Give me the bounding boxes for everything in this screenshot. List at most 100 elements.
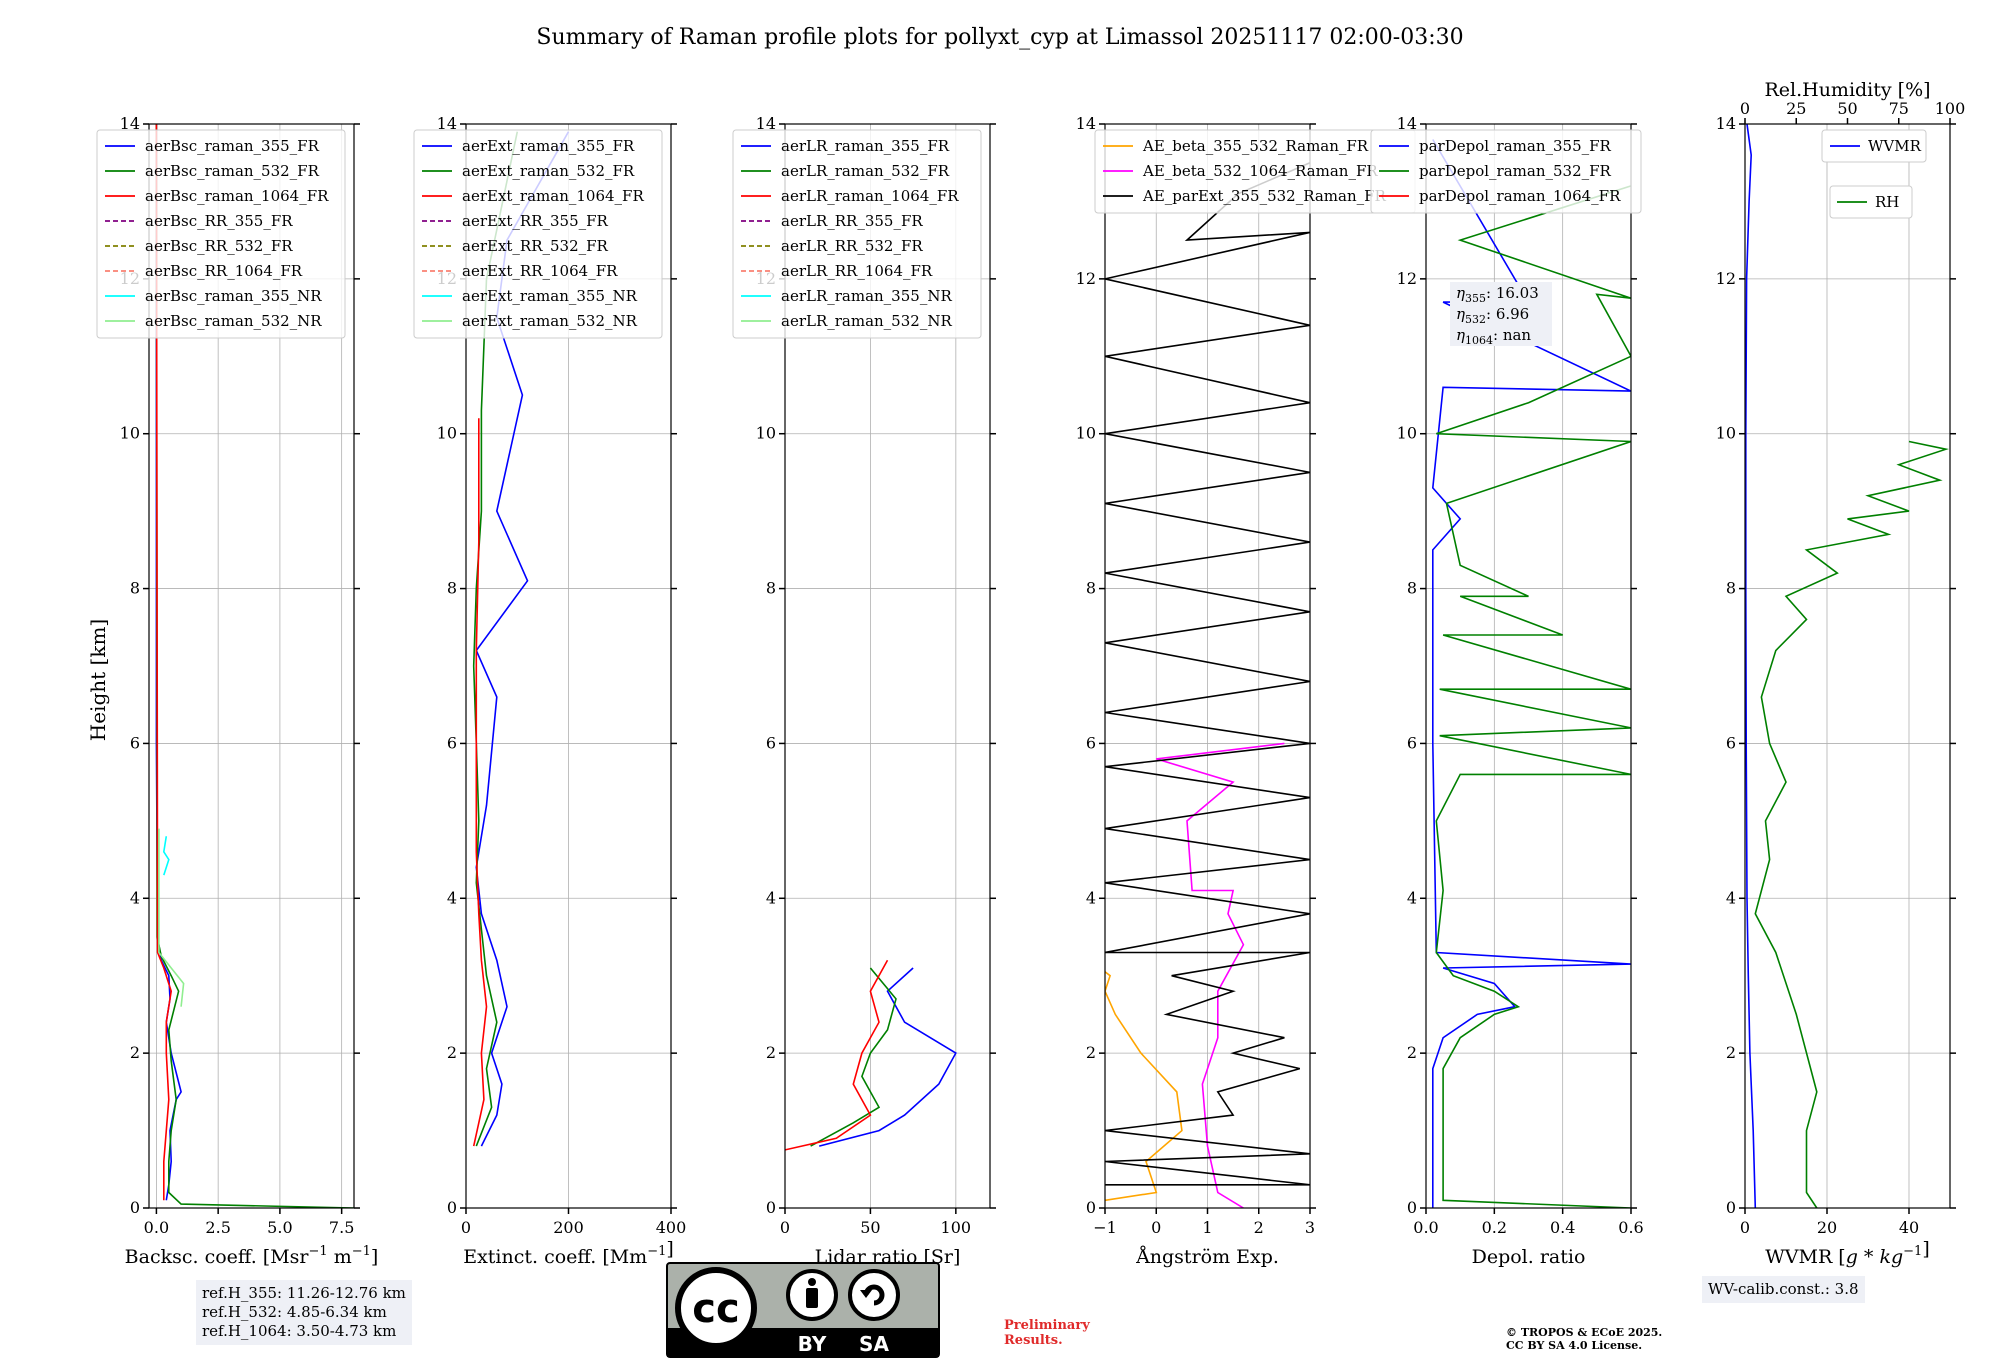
legend-entry: AE_parExt_355_532_Raman_FR xyxy=(1142,187,1387,205)
y-tick-label: 10 xyxy=(120,424,140,443)
panel-frame xyxy=(1104,123,1311,1209)
preliminary-line-1: Preliminary xyxy=(1004,1318,1090,1333)
panel-frame xyxy=(1425,123,1632,1209)
y-tick-label: 8 xyxy=(130,579,140,598)
ref-height-532: ref.H_532: 4.85-6.34 km xyxy=(202,1303,387,1321)
y-tick-label: 0 xyxy=(766,1198,776,1217)
y-tick-label: 2 xyxy=(766,1043,776,1062)
x-axis-label: WVMR [g * kg−1] xyxy=(1765,1238,1929,1268)
legend-entry: aerLR_RR_355_FR xyxy=(781,212,923,230)
y-tick-label: 14 xyxy=(756,114,776,133)
x-tick-label: 5.0 xyxy=(267,1218,292,1237)
panel-dep: 0.0 0.2 0.4 0.6 0 2 4 6 8 10 12 14 Depol. ratio parDe… xyxy=(1370,114,1644,1268)
y-tick-label: 6 xyxy=(1726,733,1736,752)
y-tick-label: 14 xyxy=(1076,114,1096,133)
x-tick-label: 3 xyxy=(1305,1218,1315,1237)
ref-height-355: ref.H_355: 11.26-12.76 km xyxy=(202,1284,406,1302)
y-tick-label: 2 xyxy=(1407,1043,1417,1062)
copyright-note: © TROPOS & ECoE 2025. CC BY SA 4.0 Licen… xyxy=(1506,1326,1662,1352)
x2-tick-label: 75 xyxy=(1889,99,1909,118)
x-label-sup1: −1 xyxy=(309,1244,328,1259)
legend-entry: AE_beta_532_1064_Raman_FR xyxy=(1142,162,1378,180)
y-tick-label: 12 xyxy=(1076,269,1096,288)
x-axis-label: Extinct. coeff. [Mm−1] xyxy=(463,1238,674,1268)
y-tick-label: 12 xyxy=(1716,269,1736,288)
legend-entry: aerBsc_raman_355_NR xyxy=(145,287,322,305)
legend-entry: WVMR xyxy=(1868,137,1922,155)
legend-ae: AE_beta_355_532_Raman_FR AE_beta_532_1064… xyxy=(1094,129,1416,214)
x-tick-label: 40 xyxy=(1899,1218,1919,1237)
y-tick-label: 10 xyxy=(756,424,776,443)
x-label-sup2: −1 xyxy=(352,1244,371,1259)
legend-entry: aerExt_raman_532_NR xyxy=(462,312,638,330)
legend-bsc: aerBsc_raman_355_FR aerBsc_raman_532_FRae… xyxy=(96,129,346,339)
y-tick-label: 8 xyxy=(1086,579,1096,598)
panel-ext: 020040002468101214Extinct. coeff. [Mm−1]… xyxy=(413,114,687,1268)
x-tick-label: 100 xyxy=(941,1218,972,1237)
y-tick-label: 2 xyxy=(447,1043,457,1062)
legend-entry: AE_beta_355_532_Raman_FR xyxy=(1142,137,1369,155)
y-tick-label: 8 xyxy=(1407,579,1417,598)
x-label-sup1: −1 xyxy=(1903,1244,1922,1259)
x-label-main: Extinct. coeff. [Mm xyxy=(463,1246,647,1268)
y-axis-label: Height [km] xyxy=(86,619,110,741)
legend-entry: parDepol_raman_532_FR xyxy=(1419,162,1612,180)
reference-height-box: ref.H_355: 11.26-12.76 km ref.H_532: 4.8… xyxy=(196,1280,412,1345)
cc-by-sa-license-badge: cc BY SA xyxy=(666,1262,940,1358)
x-tick-label: 2 xyxy=(1254,1218,1264,1237)
legend-entry: aerLR_raman_355_FR xyxy=(781,137,950,155)
share-alike-icon xyxy=(848,1269,900,1321)
cc-icon xyxy=(675,1267,757,1349)
legend-entry: RH xyxy=(1875,193,1899,211)
x-tick-label: 200 xyxy=(553,1218,584,1237)
legend-box xyxy=(1821,129,1927,163)
panel-frame xyxy=(784,123,991,1209)
x-axis-label: Backsc. coeff. [Msr−1 m−1] xyxy=(125,1244,379,1268)
y-tick-label: 6 xyxy=(1086,733,1096,752)
series-aerBsc_raman_355_NR xyxy=(162,836,170,876)
legend-entry: aerExt_RR_355_FR xyxy=(462,212,609,230)
x-tick-label: 7.5 xyxy=(329,1218,354,1237)
series-RH xyxy=(1754,440,1949,1208)
series-WVMR xyxy=(1745,124,1757,1208)
legend-entry: aerExt_raman_532_FR xyxy=(462,162,635,180)
copyright-line-2: CC BY SA 4.0 License. xyxy=(1506,1339,1643,1352)
legend-entry: aerLR_RR_532_FR xyxy=(781,237,923,255)
panel-lr: 05010002468101214Lidar ratio [Sr]aerLR_r… xyxy=(732,114,996,1268)
legend-entry: aerBsc_raman_1064_FR xyxy=(145,187,329,205)
panel-frame xyxy=(1744,123,1951,1209)
y-tick-label: 14 xyxy=(1397,114,1417,133)
x-label-italic: g * kg xyxy=(1846,1246,1903,1268)
legend-entry: aerExt_raman_355_FR xyxy=(462,137,635,155)
x-label-main: WVMR [ xyxy=(1765,1246,1845,1268)
y-tick-label: 10 xyxy=(437,424,457,443)
legend-box xyxy=(413,129,663,339)
x-tick-label: 0 xyxy=(1151,1218,1161,1237)
series-group xyxy=(1105,161,1310,1208)
x-tick-label: 0.4 xyxy=(1550,1218,1575,1237)
y-tick-label: 0 xyxy=(1407,1198,1417,1217)
x-tick-label: 20 xyxy=(1817,1218,1837,1237)
series-group xyxy=(1745,124,1949,1208)
series-group xyxy=(472,131,570,1147)
y-tick-label: 0 xyxy=(130,1198,140,1217)
legend-dep: parDepol_raman_355_FR parDepol_raman_532_… xyxy=(1370,129,1642,214)
x-tick-label: 0.0 xyxy=(144,1218,169,1237)
preliminary-line-2: Results. xyxy=(1004,1333,1063,1348)
x-tick-label: 0.2 xyxy=(1482,1218,1507,1237)
x-tick-label: −1 xyxy=(1093,1218,1117,1237)
panel-bsc: 0.02.55.07.502468101214Backsc. coeff. [M… xyxy=(96,114,379,1268)
eta-1064: η1064: nan xyxy=(1456,326,1531,347)
legend-entry: aerLR_RR_1064_FR xyxy=(781,262,933,280)
eta-532: η532: 6.96 xyxy=(1456,305,1529,326)
x-tick-label: 400 xyxy=(656,1218,687,1237)
series-aerBsc_raman_1064_FR xyxy=(155,124,173,1201)
eta-355: η355: 16.03 xyxy=(1456,284,1539,305)
y-tick-label: 6 xyxy=(766,733,776,752)
x-label-end: ] xyxy=(666,1238,673,1260)
series-aerExt_raman_355_FR xyxy=(475,131,570,1147)
y-tick-label: 10 xyxy=(1716,424,1736,443)
y-tick-label: 14 xyxy=(1716,114,1736,133)
